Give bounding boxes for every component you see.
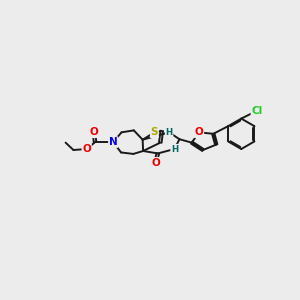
- Text: O: O: [195, 127, 203, 137]
- Text: N: N: [109, 137, 118, 147]
- Text: O: O: [151, 158, 160, 168]
- Text: H: H: [171, 145, 178, 154]
- Text: Cl: Cl: [251, 106, 262, 116]
- Text: O: O: [90, 127, 98, 137]
- Text: H: H: [166, 128, 173, 137]
- Text: O: O: [82, 144, 91, 154]
- Text: S: S: [151, 127, 158, 137]
